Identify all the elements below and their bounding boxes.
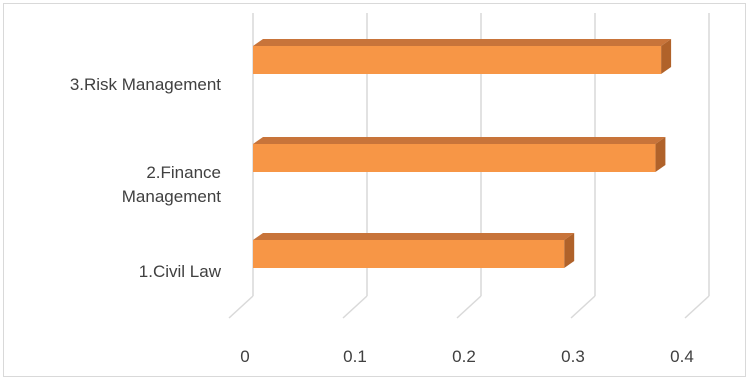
- x-axis-tick-labels: 0 0.1 0.2 0.3 0.4: [240, 347, 694, 366]
- grid-floor-line: [228, 295, 254, 319]
- bar-front-face: [253, 144, 656, 172]
- bar-front-face: [253, 240, 565, 268]
- bar-3: [253, 39, 672, 74]
- bar-side-face: [655, 137, 666, 172]
- category-label: Management: [122, 187, 222, 206]
- x-tick-label: 0.3: [561, 347, 585, 366]
- bar-side-face: [564, 233, 575, 268]
- grid-floor-line: [342, 295, 368, 319]
- grid-floor-line: [684, 295, 710, 319]
- bar-side-face: [661, 39, 672, 74]
- bar-top-face: [253, 137, 666, 144]
- category-label: 3.Risk Management: [70, 75, 221, 94]
- bar-top-face: [253, 233, 575, 240]
- category-label: 2.Finance: [146, 163, 221, 182]
- grid-floor-line: [456, 295, 482, 319]
- bar-1: [253, 233, 575, 268]
- chart-frame: 0 0.1 0.2 0.3 0.4 1.Civil Law 2.Finance Manage…: [3, 3, 746, 377]
- x-tick-label: 0: [240, 347, 249, 366]
- bar-2: [253, 137, 666, 172]
- bar-top-face: [253, 39, 672, 46]
- x-tick-label: 0.1: [343, 347, 367, 366]
- grid-floor-line: [570, 295, 596, 319]
- x-tick-label: 0.2: [452, 347, 476, 366]
- y-axis-category-labels: 1.Civil Law 2.Finance Management 3.Risk Man…: [70, 75, 222, 281]
- bars: [253, 39, 672, 268]
- bar-front-face: [253, 46, 662, 74]
- bar-chart: 0 0.1 0.2 0.3 0.4 1.Civil Law 2.Finance Manage…: [70, 13, 710, 366]
- x-tick-label: 0.4: [670, 347, 694, 366]
- category-label: 1.Civil Law: [139, 262, 222, 281]
